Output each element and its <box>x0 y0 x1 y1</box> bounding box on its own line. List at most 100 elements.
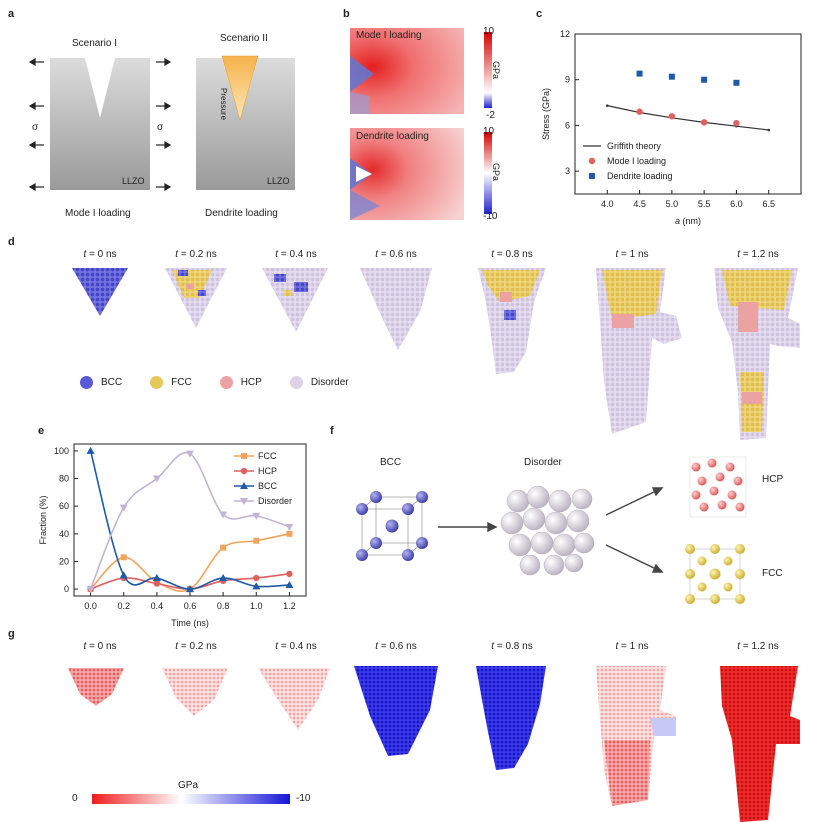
d-time-label: t = 0.4 ns <box>275 249 317 260</box>
transition-schematic <box>356 456 747 604</box>
plot-frame <box>574 33 802 195</box>
sigma-right: σ <box>157 122 164 133</box>
panel-f-label: f <box>330 425 334 437</box>
bcc-point <box>252 582 261 590</box>
g-time-label: t = 1 ns <box>615 641 649 652</box>
notched-block-2 <box>196 58 295 190</box>
bcc-point <box>86 446 95 454</box>
x-tick-label: 4.5 <box>633 199 646 209</box>
x-tick-label: 4.0 <box>601 199 614 209</box>
legend-swatch <box>219 376 233 389</box>
llzo-label-2: LLZO <box>267 176 290 186</box>
legend-marker <box>588 157 596 165</box>
g-cbar-unit: GPa <box>178 780 199 791</box>
griffith-point <box>767 128 771 132</box>
cbar2-min: -10 <box>483 211 498 222</box>
mode1-point <box>636 108 643 115</box>
x-tick-label: 0.2 <box>117 601 130 611</box>
d-time-label: t = 0 ns <box>83 249 117 260</box>
legend-label: HCP <box>240 377 262 388</box>
scenario1-title: Scenario I <box>72 38 118 49</box>
cbar2-unit: GPa <box>491 163 501 182</box>
legend-item: Disorder <box>289 376 349 389</box>
griffith-point <box>605 104 609 107</box>
hcp-point <box>153 580 161 587</box>
fcc-lattice <box>685 544 745 604</box>
fcc-point <box>286 530 293 537</box>
stress-t04 <box>258 668 330 730</box>
mode1-point <box>668 113 676 120</box>
y-tick-label: 100 <box>54 446 69 456</box>
sigma-left: σ <box>32 122 39 133</box>
bcc-point <box>119 571 128 579</box>
stress-t08 <box>476 666 546 770</box>
caption-mode1: Mode I loading <box>65 208 131 219</box>
g-cbar-max: -10 <box>296 793 311 804</box>
cbar1-max: 10 <box>483 26 495 37</box>
bcc-point <box>285 580 294 588</box>
hcp-lattice <box>689 456 747 518</box>
snapshot-t0 <box>72 268 128 316</box>
structure-snapshots <box>72 268 800 440</box>
snapshot-t04 <box>262 268 328 332</box>
x-tick-label: 1.2 <box>283 601 296 611</box>
legend-item: HCP <box>219 376 262 389</box>
legend-label: HCP <box>258 466 277 476</box>
bcc-point <box>186 585 194 593</box>
g-time-label: t = 1.2 ns <box>737 641 779 652</box>
pressure-cone <box>221 55 259 122</box>
legend-swatch <box>80 376 93 389</box>
panel-b-label: b <box>343 8 350 20</box>
caption-dendrite: Dendrite loading <box>205 208 278 219</box>
y-tick-label: 60 <box>59 501 69 511</box>
cbar2-max: 10 <box>483 126 495 137</box>
legend-marker <box>240 467 248 475</box>
disorder-point <box>152 475 161 483</box>
panel-a-diagram <box>28 55 295 192</box>
x-tick-label: 1.0 <box>250 601 263 611</box>
g-time-label: t = 0.8 ns <box>491 641 533 652</box>
griffith-line <box>607 105 769 131</box>
colorbar-b1 <box>484 32 492 108</box>
llzo-label-1: LLZO <box>122 176 145 186</box>
legend-label: Dendrite loading <box>607 171 673 181</box>
legend-label: BCC <box>101 377 123 388</box>
y-tick-label: 20 <box>59 556 69 566</box>
stress-chart: 4.0 4.5 5.0 5.5 6.0 6.5 3 6 9 12 a (nm) Stress (GPa… <box>541 29 802 226</box>
panel-d-label: d <box>8 236 15 248</box>
fcc-point <box>220 544 227 551</box>
legend-label: Mode I loading <box>607 156 666 166</box>
y-tick-label: 6 <box>565 120 570 130</box>
mode1-point <box>733 119 740 127</box>
legend-label: Griffith theory <box>607 141 661 151</box>
legend-label: Disorder <box>258 496 292 506</box>
g-cbar-min: 0 <box>72 793 78 804</box>
stress-t12 <box>720 666 800 822</box>
panel-a-label: a <box>8 8 15 20</box>
stress-snapshots <box>68 666 800 822</box>
d-time-label: t = 0.8 ns <box>491 249 533 260</box>
dendrite-point <box>733 79 740 86</box>
legend-label: Disorder <box>310 377 349 388</box>
hcp-label: HCP <box>762 474 784 485</box>
y-axis-label: Stress (GPa) <box>541 88 551 140</box>
x-tick-label: 6.5 <box>762 199 775 209</box>
d-time-label: t = 0.6 ns <box>375 249 417 260</box>
x-tick-label: 0.4 <box>151 601 164 611</box>
y-tick-label: 40 <box>59 529 69 539</box>
cbar1-min: -2 <box>486 110 495 121</box>
stress-maps <box>350 28 492 220</box>
x-tick-label: 0.6 <box>184 601 197 611</box>
legend-item: FCC <box>150 376 192 389</box>
stress-t06 <box>354 666 438 756</box>
x-tick-label: 5.5 <box>698 199 711 209</box>
legend-swatch <box>289 376 303 389</box>
panel-e-label: e <box>38 425 45 437</box>
bcc-point <box>219 574 228 582</box>
scenario2-title: Scenario II <box>220 33 268 44</box>
pressure-label: Pressure <box>219 88 228 121</box>
disorder-point <box>119 504 128 512</box>
map2-title: Dendrite loading <box>356 131 429 142</box>
snapshot-t06 <box>360 268 432 350</box>
panel-g-label: g <box>8 628 15 640</box>
